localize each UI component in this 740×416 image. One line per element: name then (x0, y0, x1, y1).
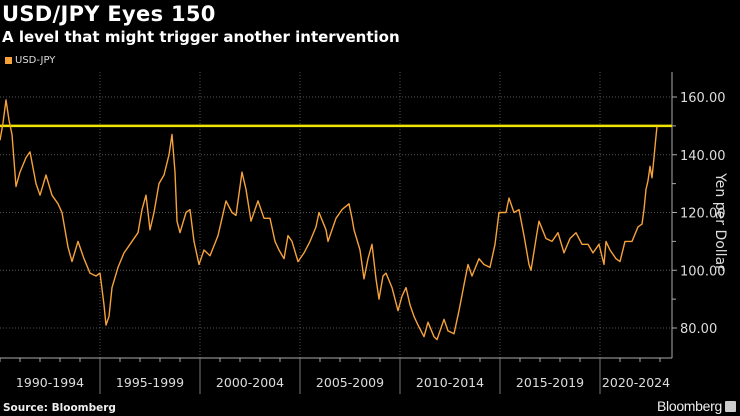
y-tick-label: 140.00 (680, 149, 726, 164)
x-tick-label: 2020-2024 (602, 375, 670, 390)
legend-label: USD-JPY (15, 55, 56, 66)
y-axis-label: Yen per Dollar (712, 172, 728, 271)
series-line-usd-jpy (0, 99, 658, 341)
legend: USD-JPY (5, 55, 55, 66)
y-tick-label: 120.00 (680, 207, 726, 222)
bloomberg-terminal-icon (725, 401, 736, 412)
y-tick-label: 160.00 (680, 91, 726, 106)
legend-swatch (5, 57, 12, 64)
x-tick-label: 1990-1994 (16, 375, 84, 390)
x-tick-label: 1995-1999 (116, 375, 184, 390)
series-group (0, 99, 658, 341)
gridlines (0, 72, 672, 358)
x-tick-label: 2010-2014 (416, 375, 484, 390)
y-tick-label: 80.00 (680, 322, 717, 337)
bloomberg-logo: Bloomberg (656, 398, 722, 414)
x-tick-label: 2000-2004 (216, 375, 284, 390)
source-note: Source: Bloomberg (3, 402, 116, 414)
chart-subtitle: A level that might trigger another inter… (2, 28, 400, 46)
axes: 160.00 140.00 120.00 100.00 80.00 1990-1994 19… (0, 72, 726, 394)
chart-title: USD/JPY Eyes 150 (2, 2, 216, 26)
x-tick-label: 2015-2019 (516, 375, 584, 390)
x-tick-label: 2005-2009 (316, 375, 384, 390)
y-tick-label: 100.00 (680, 264, 726, 279)
